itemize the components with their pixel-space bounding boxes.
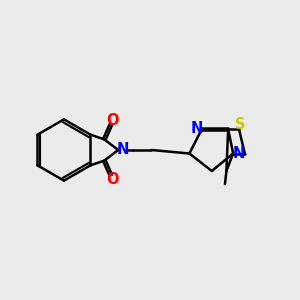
- Text: O: O: [106, 113, 119, 128]
- Text: S: S: [236, 116, 246, 131]
- Text: N: N: [117, 142, 129, 158]
- Text: N: N: [233, 146, 245, 161]
- Text: N: N: [191, 121, 203, 136]
- Text: O: O: [106, 172, 119, 187]
